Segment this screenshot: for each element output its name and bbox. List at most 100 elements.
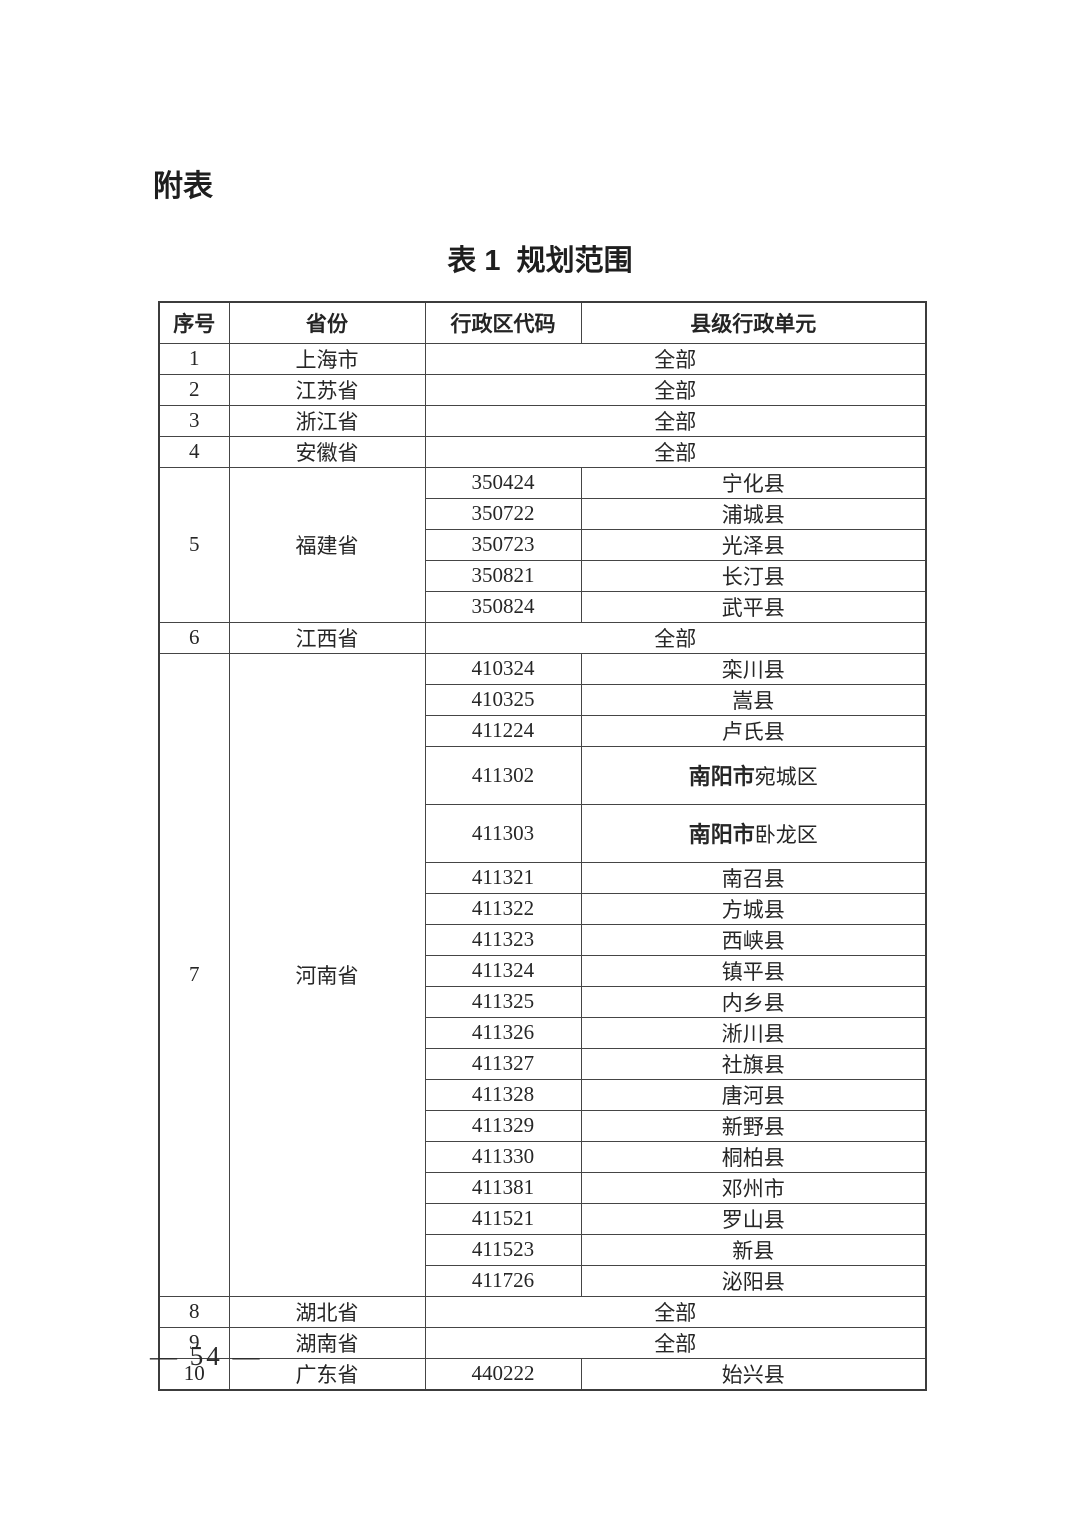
table-row: 350722 浦城县	[159, 497, 927, 530]
county-cell: 方城县	[580, 892, 927, 925]
county-cell: 西峡县	[580, 923, 927, 956]
province-cell: 江西省	[228, 621, 426, 654]
province-cell: 广东省	[228, 1357, 426, 1390]
county-cell: 栾川县	[580, 652, 927, 685]
city-prefix-label: 南阳市	[688, 764, 755, 789]
province-cell: 河南省	[228, 652, 426, 1297]
province-cell: 安徽省	[228, 435, 426, 468]
table-row: 3 浙江省 全部	[158, 404, 927, 437]
county-cell: 浦城县	[580, 497, 927, 530]
province-cell: 浙江省	[228, 404, 426, 437]
county-cell: 新野县	[580, 1109, 927, 1142]
all-scope-cell: 全部	[424, 342, 927, 375]
table-row: 2 江苏省 全部	[158, 373, 927, 406]
table-header-row: 序号 省份 行政区代码 县级行政单元	[158, 301, 927, 344]
county-cell: 邓州市	[580, 1171, 927, 1204]
county-cell: 桐柏县	[580, 1140, 927, 1173]
code-cell: 350723	[424, 528, 582, 561]
code-cell: 440222	[424, 1357, 582, 1390]
code-cell: 411327	[424, 1047, 582, 1080]
county-cell: 唐河县	[580, 1078, 927, 1111]
county-cell: 新县	[580, 1233, 927, 1266]
code-cell: 411326	[424, 1016, 582, 1049]
all-scope-cell: 全部	[424, 1295, 927, 1328]
all-scope-cell: 全部	[424, 435, 927, 468]
county-cell: 泌阳县	[580, 1264, 927, 1297]
row-number-cell: 10	[158, 1357, 230, 1390]
county-cell: 淅川县	[580, 1016, 927, 1049]
table-row: 9 湖南省 全部	[158, 1326, 927, 1359]
code-cell: 350722	[424, 497, 582, 530]
code-cell: 411328	[424, 1078, 582, 1111]
header-serial-number: 序号	[158, 301, 230, 344]
code-cell: 411329	[424, 1109, 582, 1142]
code-cell: 410324	[424, 652, 582, 685]
province-cell: 江苏省	[228, 373, 426, 406]
code-cell: 411324	[424, 954, 582, 987]
county-cell: 社旗县	[580, 1047, 927, 1080]
row-number-cell: 2	[158, 373, 230, 406]
county-cell: 光泽县	[580, 528, 927, 561]
code-cell: 411521	[424, 1202, 582, 1235]
code-cell: 411323	[424, 923, 582, 956]
table-row: 411303 南阳市卧龙区	[159, 803, 927, 863]
code-cell: 411303	[424, 803, 582, 863]
county-cell: 长汀县	[580, 559, 927, 592]
planning-scope-table: 序号 省份 行政区代码 县级行政单元 1 上海市 全部 2 江苏省 全部 3 浙江省 全部 4 安徽…	[158, 301, 927, 1391]
code-cell: 411381	[424, 1171, 582, 1204]
code-cell: 411322	[424, 892, 582, 925]
province-cell: 福建省	[228, 466, 426, 623]
row-number-cell: 5	[158, 466, 230, 623]
page-number: — 54 —	[150, 1341, 263, 1371]
row-number-cell: 9	[158, 1326, 230, 1359]
city-prefix-label: 南阳市	[688, 822, 755, 847]
code-cell: 410325	[424, 683, 582, 716]
table-row: 4 安徽省 全部	[158, 435, 927, 468]
table-row: 411302 南阳市宛城区	[159, 745, 927, 805]
table-row: 411322 方城县	[159, 892, 927, 925]
all-scope-cell: 全部	[424, 373, 927, 406]
table-row: 411327 社旗县	[159, 1047, 927, 1080]
code-cell: 350824	[424, 590, 582, 623]
code-cell: 411302	[424, 745, 582, 805]
table-row: 411521 罗山县	[159, 1202, 927, 1235]
appendix-heading: 附表	[153, 170, 213, 203]
county-cell: 始兴县	[580, 1357, 927, 1390]
table-row: 411329 新野县	[159, 1109, 927, 1142]
code-cell: 411330	[424, 1140, 582, 1173]
all-scope-cell: 全部	[424, 404, 927, 437]
all-scope-cell: 全部	[424, 1326, 927, 1359]
county-cell: 罗山县	[580, 1202, 927, 1235]
header-division-code: 行政区代码	[424, 301, 582, 344]
row-number-cell: 4	[158, 435, 230, 468]
code-cell: 411325	[424, 985, 582, 1018]
county-cell: 南阳市卧龙区	[580, 803, 927, 863]
county-cell: 内乡县	[580, 985, 927, 1018]
county-cell: 镇平县	[580, 954, 927, 987]
table-row: 7 河南省 410324 栾川县	[158, 652, 927, 1297]
code-cell: 350821	[424, 559, 582, 592]
row-number-cell: 7	[158, 652, 230, 1297]
table-row: 411381 邓州市	[159, 1171, 927, 1204]
all-scope-cell: 全部	[424, 621, 927, 654]
row-number-cell: 1	[158, 342, 230, 375]
province-cell: 湖南省	[228, 1326, 426, 1359]
row-number-cell: 6	[158, 621, 230, 654]
table-row: 411224 卢氏县	[159, 714, 927, 747]
county-cell: 南召县	[580, 861, 927, 894]
row-number-cell: 8	[158, 1295, 230, 1328]
table-title: 表 1 规划范围	[447, 245, 633, 277]
county-cell: 南阳市宛城区	[580, 745, 927, 805]
table-row: 411325 内乡县	[159, 985, 927, 1018]
table-row: 410325 嵩县	[159, 683, 927, 716]
header-county-unit: 县级行政单元	[580, 301, 927, 344]
county-cell: 宁化县	[580, 466, 927, 499]
header-province: 省份	[228, 301, 426, 344]
table-row: 8 湖北省 全部	[158, 1295, 927, 1328]
province-cell: 湖北省	[228, 1295, 426, 1328]
table-row: 6 江西省 全部	[158, 621, 927, 654]
table-row: 5 福建省 350424 宁化县	[158, 466, 927, 623]
table-row: 10 广东省 440222 始兴县	[158, 1357, 927, 1390]
code-cell: 350424	[424, 466, 582, 499]
code-cell: 411224	[424, 714, 582, 747]
